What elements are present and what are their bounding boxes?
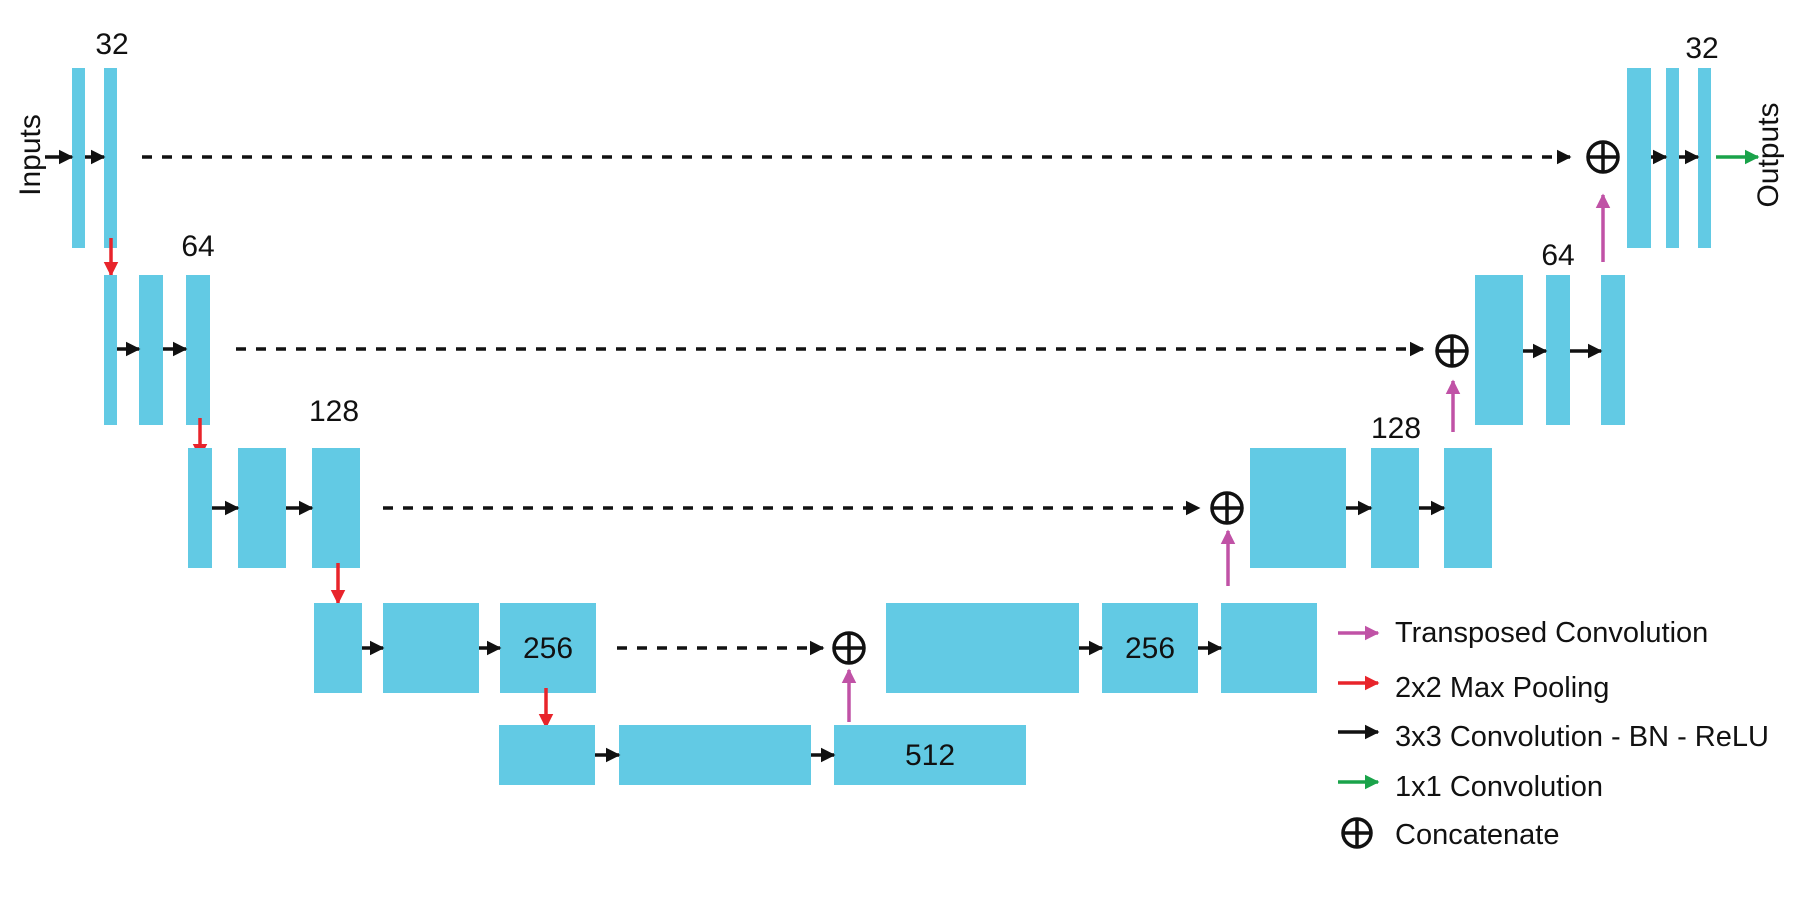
feature-map-block [312,448,360,568]
legend-label: Concatenate [1395,819,1559,851]
decoder-level-1: 32 [1586,32,1760,248]
legend-item: 2x2 Max Pooling [1338,672,1609,704]
decoder-level-3: 128 [1210,379,1492,568]
encoder-level-2: 64 [104,230,1425,459]
channel-label: 64 [181,230,214,263]
channel-label: 128 [309,395,359,428]
encoder-level-4: 256 [314,603,825,729]
concat-icon [832,631,866,665]
feature-map-block [834,725,1026,785]
feature-map-block [139,275,163,425]
concat-icon [1341,817,1373,849]
channel-label: 32 [95,28,128,61]
legend-item: 3x3 Convolution - BN - ReLU [1338,721,1769,753]
feature-map-block [1666,68,1679,248]
channel-label: 128 [1371,412,1421,445]
feature-map-block [238,448,286,568]
feature-map-block [104,275,117,425]
feature-map-block [1546,275,1570,425]
concat-icon [1586,140,1620,174]
channel-label: 256 [1125,632,1175,665]
feature-map-block [188,448,212,568]
legend-label: 2x2 Max Pooling [1395,672,1609,704]
legend-item: Transposed Convolution [1338,617,1708,649]
feature-map-block [1221,603,1317,693]
encoder-level-3: 128 [188,395,1201,605]
feature-map-block [1627,68,1651,248]
feature-map-block [1371,448,1419,568]
decoder-level-2: 64 [1435,193,1625,425]
concat-icon [1210,491,1244,525]
feature-map-block [499,725,595,785]
feature-map-block [383,603,479,693]
feature-map-block [1698,68,1711,248]
legend-label: Transposed Convolution [1395,617,1708,649]
encoder-level-1: 32 [45,28,1572,277]
channel-label: 512 [905,739,955,772]
feature-map-block [314,603,362,693]
feature-map-block [1475,275,1523,425]
feature-map-block [186,275,210,425]
decoder-level-4: 256 [832,529,1317,693]
concat-icon [1435,334,1469,368]
feature-map-block [1601,275,1625,425]
outputs-label: Outputs [1752,102,1785,207]
feature-map-block [104,68,117,248]
channel-label: 64 [1541,239,1574,272]
legend-item: Concatenate [1341,817,1559,851]
channel-label: 32 [1685,32,1718,65]
bottleneck-level: 512 [499,668,1026,785]
feature-map-block [1444,448,1492,568]
feature-map-block [619,725,811,785]
feature-map-block [72,68,85,248]
feature-map-block [886,603,1079,693]
inputs-label: Inputs [14,114,47,196]
legend-item: 1x1 Convolution [1338,771,1603,803]
feature-map-block [500,603,596,693]
legend: Transposed Convolution 2x2 Max Pooling 3… [1338,617,1769,851]
feature-map-block [1102,603,1198,693]
feature-map-block [1250,448,1346,568]
channel-label: 256 [523,632,573,665]
legend-label: 3x3 Convolution - BN - ReLU [1395,721,1769,753]
legend-label: 1x1 Convolution [1395,771,1603,803]
